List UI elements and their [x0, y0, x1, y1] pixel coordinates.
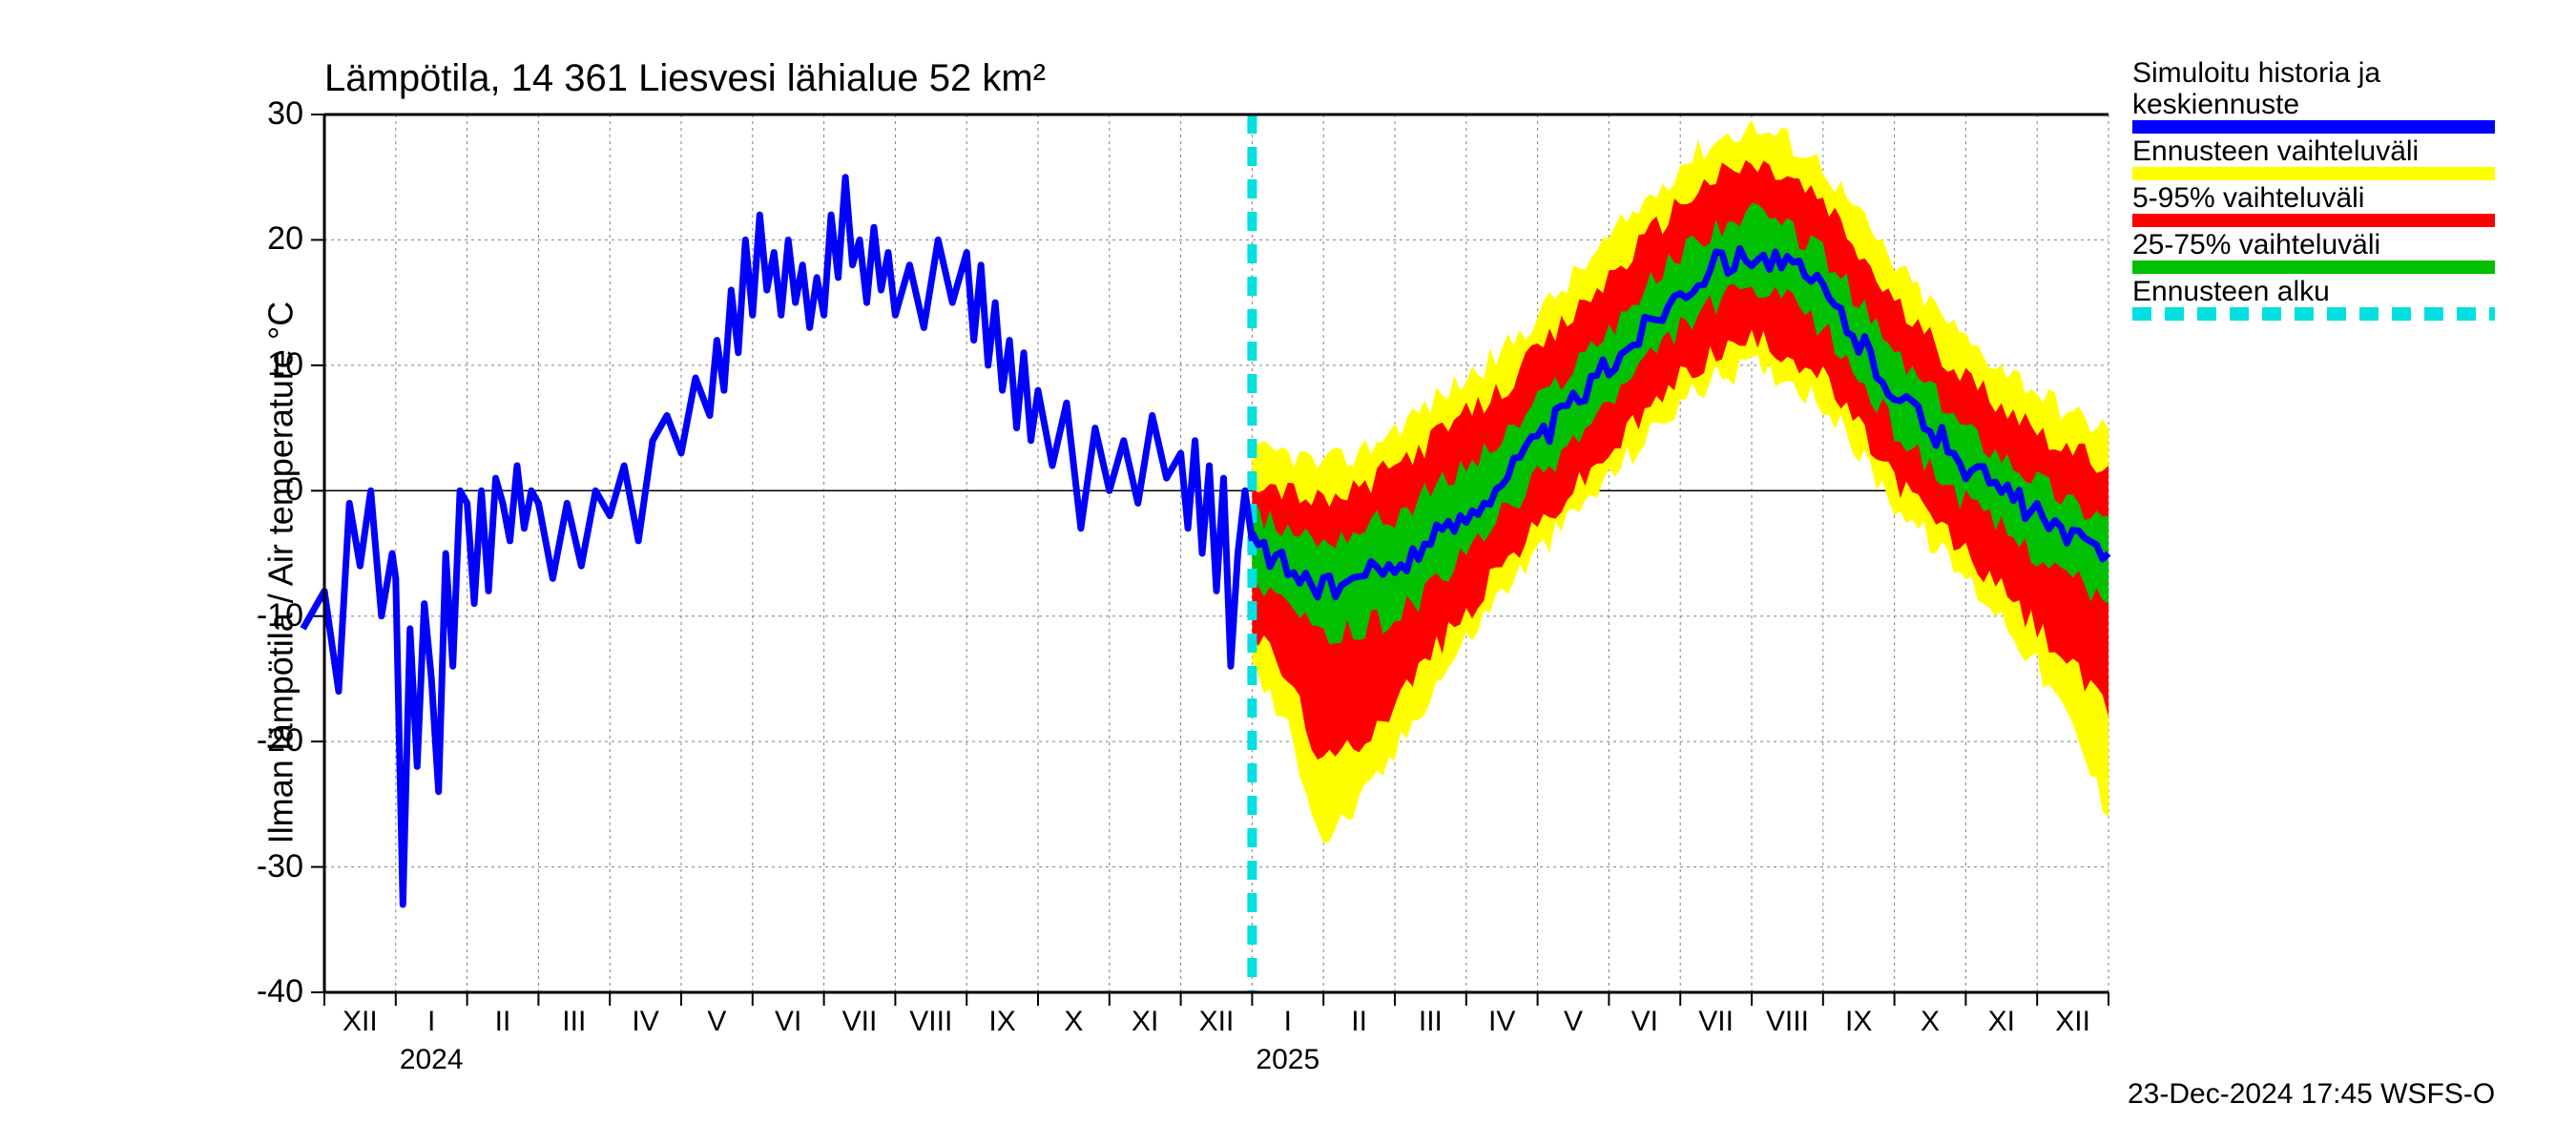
x-tick-label: XII: [2055, 1006, 2090, 1038]
legend-label: Ennusteen alku: [2132, 276, 2495, 307]
chart-container: { "title": "Lämpötila, 14 361 Liesvesi l…: [0, 0, 2576, 1145]
x-tick-label: V: [707, 1006, 726, 1038]
x-tick-label: XI: [1132, 1006, 1158, 1038]
year-label: 2024: [400, 1044, 464, 1076]
x-tick-label: I: [1284, 1006, 1292, 1038]
legend: Simuloitu historia jakeskiennuste Ennuste…: [2132, 57, 2495, 323]
legend-swatch: [2132, 167, 2495, 180]
legend-swatch: [2132, 214, 2495, 227]
legend-swatch: [2132, 120, 2495, 134]
legend-item: 25-75% vaihteluväli: [2132, 229, 2495, 274]
x-tick-label: X: [1921, 1006, 1940, 1038]
legend-swatch: [2132, 260, 2495, 274]
x-tick-label: XII: [343, 1006, 378, 1038]
y-tick-label: -20: [257, 722, 303, 760]
x-tick-label: I: [427, 1006, 435, 1038]
x-tick-label: II: [1351, 1006, 1367, 1038]
x-tick-label: VIII: [1766, 1006, 1809, 1038]
legend-item: Ennusteen vaihteluväli: [2132, 135, 2495, 180]
legend-item: Ennusteen alku: [2132, 276, 2495, 321]
x-tick-label: IV: [632, 1006, 658, 1038]
year-label: 2025: [1256, 1044, 1319, 1076]
y-tick-label: -10: [257, 597, 303, 635]
x-tick-label: VII: [842, 1006, 878, 1038]
legend-swatch: [2132, 307, 2495, 321]
y-tick-label: 20: [267, 220, 303, 258]
x-tick-label: VI: [775, 1006, 801, 1038]
legend-item: Simuloitu historia jakeskiennuste: [2132, 57, 2495, 134]
x-tick-label: XI: [1988, 1006, 2015, 1038]
y-tick-label: 10: [267, 346, 303, 384]
legend-label: 5-95% vaihteluväli: [2132, 182, 2495, 214]
x-tick-label: V: [1564, 1006, 1583, 1038]
x-tick-label: VIII: [909, 1006, 952, 1038]
x-tick-label: XII: [1199, 1006, 1235, 1038]
x-tick-label: VI: [1631, 1006, 1658, 1038]
y-tick-label: -30: [257, 848, 303, 885]
x-tick-label: III: [562, 1006, 586, 1038]
x-tick-label: IV: [1488, 1006, 1515, 1038]
y-tick-label: -40: [257, 973, 303, 1010]
legend-label: 25-75% vaihteluväli: [2132, 229, 2495, 260]
y-tick-label: 0: [285, 471, 303, 509]
x-tick-label: X: [1064, 1006, 1083, 1038]
x-tick-label: IX: [1845, 1006, 1872, 1038]
x-tick-label: IX: [988, 1006, 1015, 1038]
x-tick-label: VII: [1698, 1006, 1734, 1038]
chart-footer: 23-Dec-2024 17:45 WSFS-O: [2128, 1078, 2495, 1111]
x-tick-label: III: [1419, 1006, 1443, 1038]
x-tick-label: II: [495, 1006, 511, 1038]
legend-item: 5-95% vaihteluväli: [2132, 182, 2495, 227]
history-line: [303, 177, 1253, 905]
chart-title: Lämpötila, 14 361 Liesvesi lähialue 52 k…: [324, 57, 1046, 100]
y-tick-label: 30: [267, 95, 303, 133]
legend-label: Simuloitu historia jakeskiennuste: [2132, 57, 2495, 120]
legend-label: Ennusteen vaihteluväli: [2132, 135, 2495, 167]
